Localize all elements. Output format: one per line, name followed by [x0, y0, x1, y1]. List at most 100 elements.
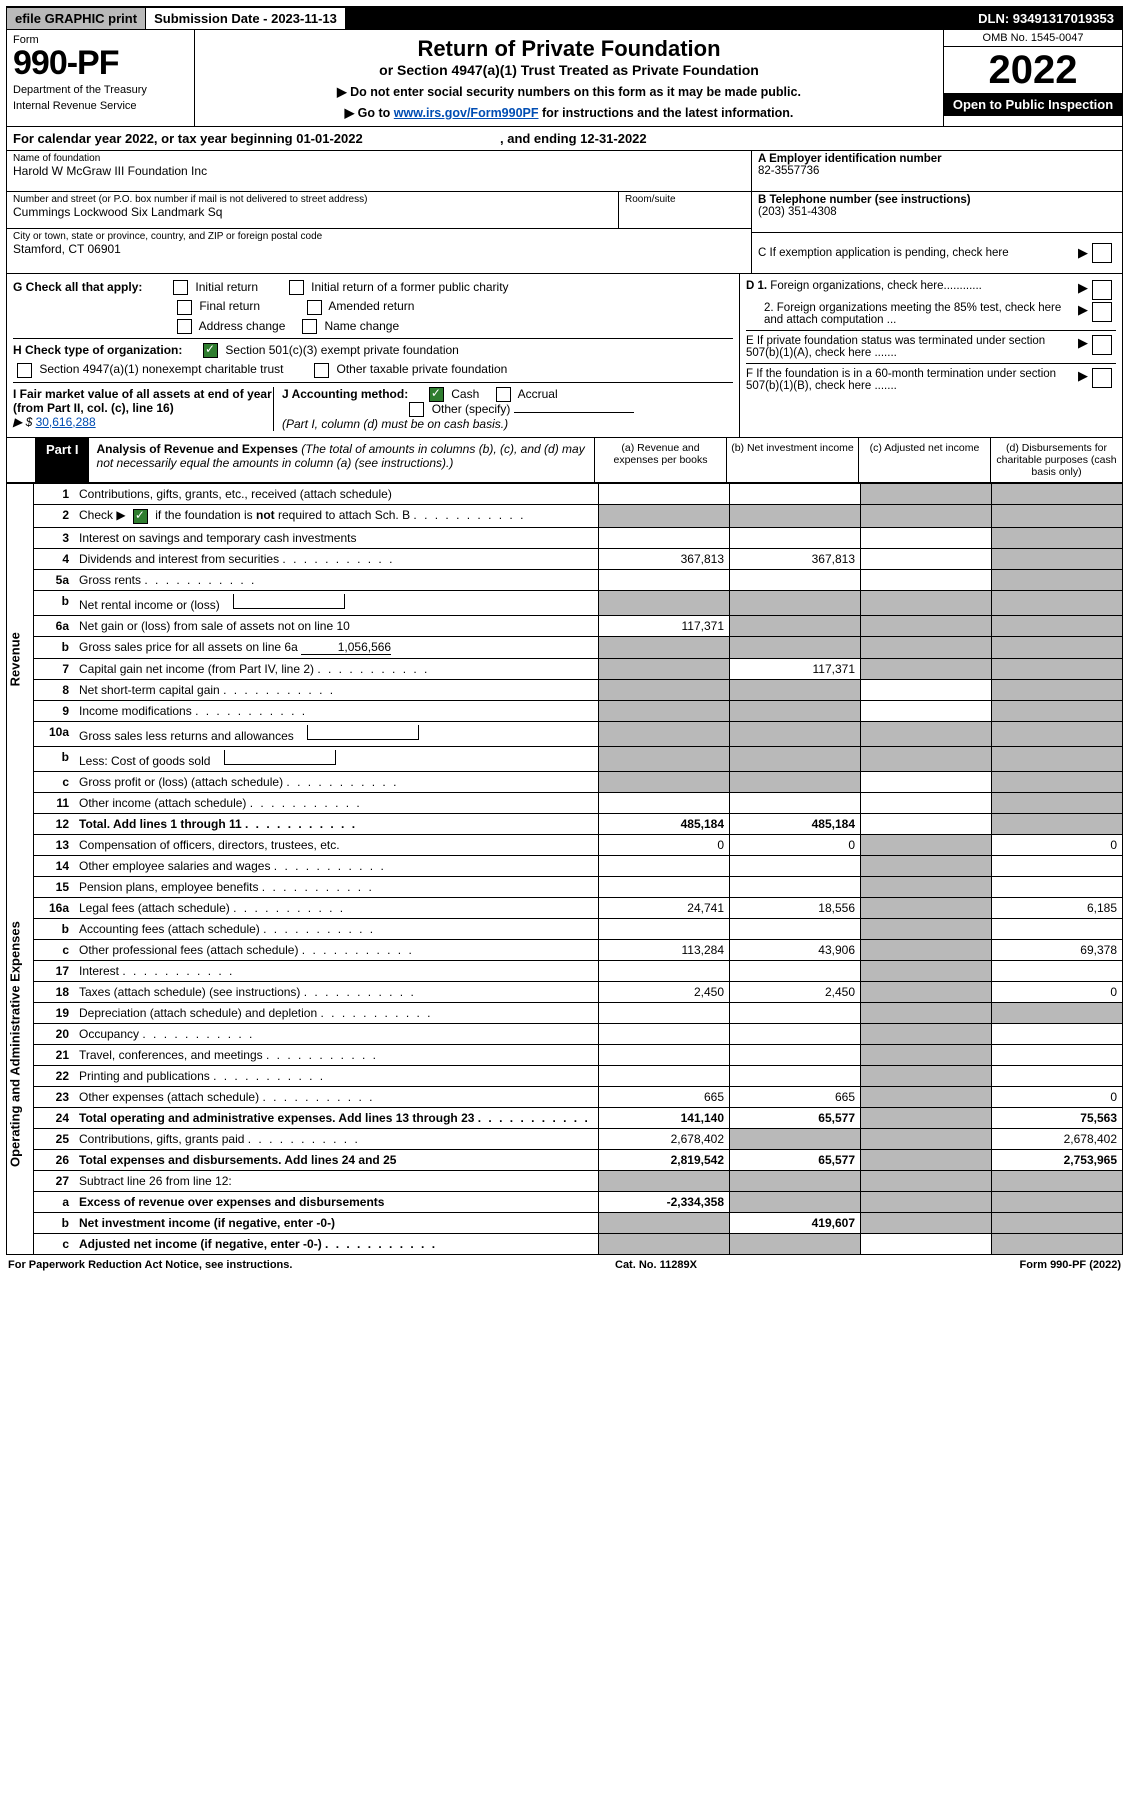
line-number: 14 [34, 855, 75, 876]
line-number: 19 [34, 1002, 75, 1023]
line-description: Net short-term capital gain [74, 679, 599, 700]
j-note: (Part I, column (d) must be on cash basi… [282, 417, 508, 431]
table-row: 25Contributions, gifts, grants paid 2,67… [7, 1128, 1123, 1149]
table-row: 24Total operating and administrative exp… [7, 1107, 1123, 1128]
initial-return-cb[interactable] [173, 280, 188, 295]
line-number: c [34, 771, 75, 792]
amended-cb[interactable] [307, 300, 322, 315]
line-description: Subtract line 26 from line 12: [74, 1170, 599, 1191]
line-description: Legal fees (attach schedule) [74, 897, 599, 918]
line-description: Gross rents [74, 569, 599, 590]
table-row: 19Depreciation (attach schedule) and dep… [7, 1002, 1123, 1023]
efile-print-button[interactable]: efile GRAPHIC print [7, 8, 146, 29]
ein-value: 82-3557736 [758, 165, 1116, 177]
header-left: Form 990-PF Department of the Treasury I… [7, 30, 195, 126]
identity-block: Name of foundation Harold W McGraw III F… [6, 151, 1123, 274]
irs-link[interactable]: www.irs.gov/Form990PF [394, 106, 539, 120]
top-bar: efile GRAPHIC print Submission Date - 20… [6, 6, 1123, 30]
line-number: 16a [34, 897, 75, 918]
table-row: 23Other expenses (attach schedule) 66566… [7, 1086, 1123, 1107]
fmv-link[interactable]: 30,616,288 [36, 415, 96, 429]
line-number: 22 [34, 1065, 75, 1086]
line-number: b [34, 1212, 75, 1233]
other-taxable-cb[interactable] [314, 363, 329, 378]
name-change-cb[interactable] [302, 319, 317, 334]
j-label: J Accounting method: [282, 387, 408, 401]
check-section: G Check all that apply: Initial return I… [6, 274, 1123, 438]
accrual-cb[interactable] [496, 387, 511, 402]
line-description: Adjusted net income (if negative, enter … [74, 1233, 599, 1254]
ein-label: A Employer identification number [758, 153, 1116, 165]
line-description: Excess of revenue over expenses and disb… [74, 1191, 599, 1212]
e-text: E If private foundation status was termi… [746, 335, 1078, 359]
table-row: 16aLegal fees (attach schedule) 24,74118… [7, 897, 1123, 918]
part1-tag: Part I [36, 438, 89, 482]
cash-cb[interactable] [429, 387, 444, 402]
form-title: Return of Private Foundation [203, 36, 935, 62]
initial-former-cb[interactable] [289, 280, 304, 295]
final-return-cb[interactable] [177, 300, 192, 315]
line-description: Income modifications [74, 700, 599, 721]
line-description: Less: Cost of goods sold [74, 746, 599, 771]
table-row: 18Taxes (attach schedule) (see instructi… [7, 981, 1123, 1002]
table-row: bLess: Cost of goods sold [7, 746, 1123, 771]
d1-cb[interactable] [1092, 280, 1112, 300]
city-label: City or town, state or province, country… [13, 231, 745, 242]
d1-text: Foreign organizations, check here.......… [770, 280, 982, 292]
amended-lbl: Amended return [328, 299, 414, 313]
id-right: A Employer identification number 82-3557… [751, 151, 1122, 273]
calendar-year-row: For calendar year 2022, or tax year begi… [6, 127, 1123, 151]
f-cb[interactable] [1092, 368, 1112, 388]
addr-change-cb[interactable] [177, 319, 192, 334]
instr-link-line: ▶ Go to www.irs.gov/Form990PF for instru… [203, 105, 935, 120]
line-number: 7 [34, 658, 75, 679]
line-number: 25 [34, 1128, 75, 1149]
line-description: Interest on savings and temporary cash i… [74, 527, 599, 548]
other-spec-cb[interactable] [409, 402, 424, 417]
line-description: Contributions, gifts, grants paid [74, 1128, 599, 1149]
part1-header: Part I Analysis of Revenue and Expenses … [6, 438, 1123, 483]
line-description: Contributions, gifts, grants, etc., rece… [74, 484, 599, 505]
arrow-icon: ▶ [1078, 280, 1088, 296]
schb-checkbox[interactable] [133, 509, 148, 524]
col-b-hdr: (b) Net investment income [726, 438, 858, 482]
line-number: a [34, 1191, 75, 1212]
addr-change-lbl: Address change [199, 319, 286, 333]
check-left: G Check all that apply: Initial return I… [7, 274, 739, 437]
table-row: Operating and Administrative Expenses13C… [7, 834, 1123, 855]
table-row: bNet investment income (if negative, ent… [7, 1212, 1123, 1233]
line-description: Depreciation (attach schedule) and deple… [74, 1002, 599, 1023]
line-number: c [34, 939, 75, 960]
sec501-lbl: Section 501(c)(3) exempt private foundat… [225, 343, 458, 357]
col-a-hdr: (a) Revenue and expenses per books [594, 438, 726, 482]
room-suite: Room/suite [618, 192, 751, 228]
col-c-hdr: (c) Adjusted net income [858, 438, 990, 482]
name-change-lbl: Name change [324, 319, 399, 333]
line-description: Total expenses and disbursements. Add li… [74, 1149, 599, 1170]
other-taxable-lbl: Other taxable private foundation [337, 362, 508, 376]
g-label: G Check all that apply: [13, 280, 142, 294]
line-number: b [34, 636, 75, 658]
table-row: 4Dividends and interest from securities … [7, 548, 1123, 569]
calyear-end: , and ending 12-31-2022 [500, 131, 647, 146]
table-row: bAccounting fees (attach schedule) [7, 918, 1123, 939]
table-row: 17Interest [7, 960, 1123, 981]
line-description: Net gain or (loss) from sale of assets n… [74, 615, 599, 636]
sec4947-cb[interactable] [17, 363, 32, 378]
dept-treasury: Department of the Treasury [13, 84, 188, 96]
foundation-name: Harold W McGraw III Foundation Inc [13, 164, 745, 178]
table-row: cOther professional fees (attach schedul… [7, 939, 1123, 960]
footer-catno: Cat. No. 11289X [292, 1259, 1019, 1271]
other-spec-lbl: Other (specify) [432, 402, 511, 416]
table-row: bGross sales price for all assets on lin… [7, 636, 1123, 658]
dept-irs: Internal Revenue Service [13, 100, 188, 112]
part1-table: Revenue1Contributions, gifts, grants, et… [6, 483, 1123, 1254]
pending-checkbox[interactable] [1092, 243, 1112, 263]
table-row: 12Total. Add lines 1 through 11 485,1844… [7, 813, 1123, 834]
section-label: Revenue [7, 484, 34, 834]
line-description: Total operating and administrative expen… [74, 1107, 599, 1128]
d2-cb[interactable] [1092, 302, 1112, 322]
e-cb[interactable] [1092, 335, 1112, 355]
initial-return-lbl: Initial return [195, 280, 258, 294]
sec501-cb[interactable] [203, 343, 218, 358]
